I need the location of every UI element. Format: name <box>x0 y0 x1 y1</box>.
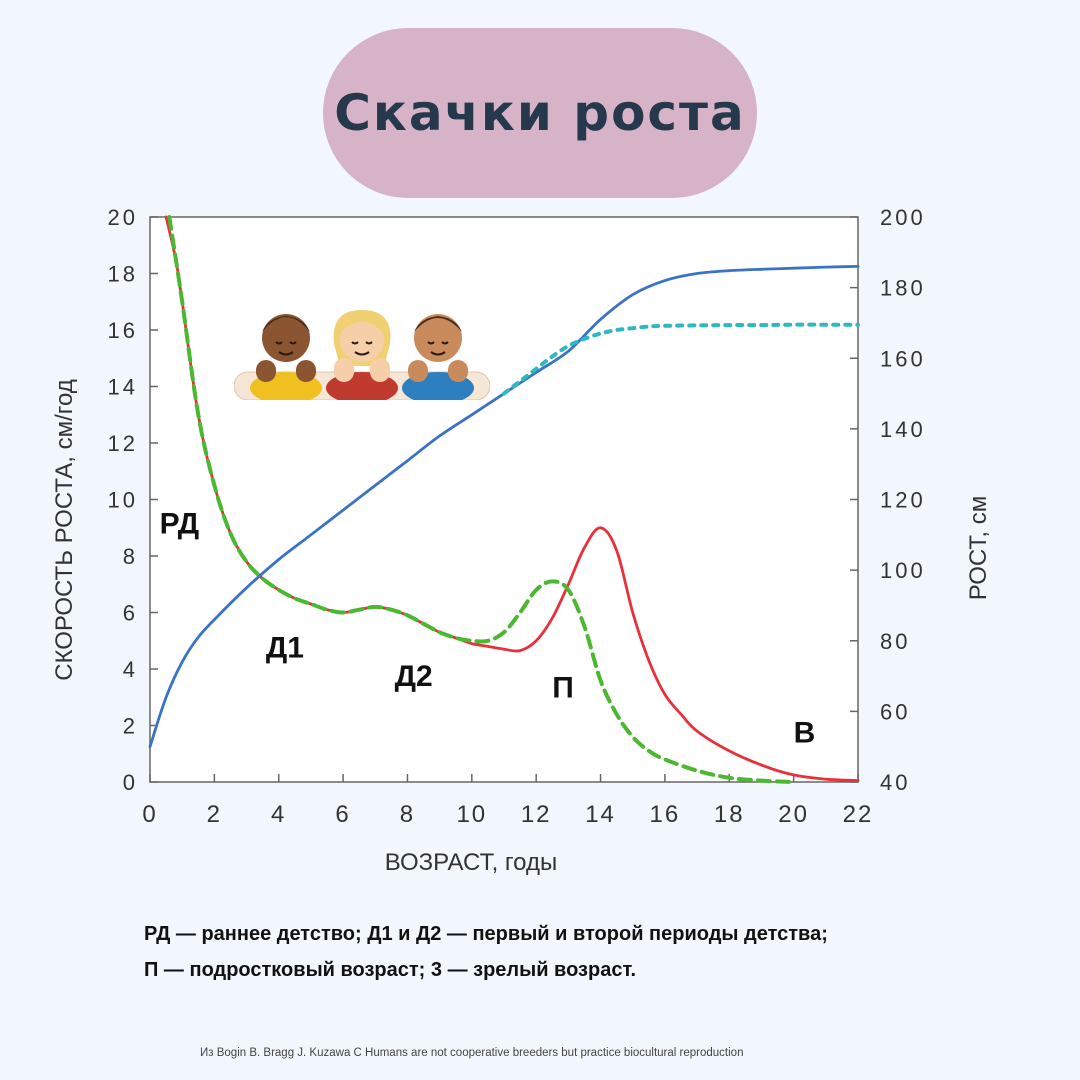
left-tick-label: 14 <box>108 375 138 400</box>
plot-frame <box>149 216 859 783</box>
left-tick-label: 0 <box>123 770 138 795</box>
source-citation: Из Bogin B. Bragg J. Kuzawa C Humans are… <box>200 1047 744 1059</box>
right-tick-label: 160 <box>880 346 926 371</box>
x-tick-label: 8 <box>400 801 415 828</box>
series-layer <box>148 215 860 784</box>
left-tick-label: 20 <box>108 205 138 230</box>
x-tick-label: 6 <box>335 801 350 828</box>
right-tick-label: 40 <box>880 770 910 795</box>
left-axis-label: СКОРОСТЬ РОСТА, см/год <box>51 379 78 681</box>
legend-caption: РД — раннее детство; Д1 и Д2 — первый и … <box>144 916 828 988</box>
caption-line-1: РД — раннее детство; Д1 и Д2 — первый и … <box>144 923 828 945</box>
right-tick-label: 100 <box>880 558 926 583</box>
velocity-line-green-dashed <box>167 215 796 784</box>
period-label: РД <box>160 507 200 540</box>
left-tick-label: 12 <box>108 431 138 456</box>
right-axis-label: РОСТ, см <box>965 496 992 601</box>
height-line-blue <box>148 265 860 749</box>
x-tick-label: 0 <box>142 801 157 828</box>
left-tick-label: 8 <box>123 544 138 569</box>
right-tick-label: 80 <box>880 629 910 654</box>
height-line-teal-dotted <box>502 322 860 396</box>
period-label: П <box>552 671 574 704</box>
right-tick-label: 200 <box>880 205 926 230</box>
x-tick-label: 4 <box>271 801 286 828</box>
left-tick-label: 18 <box>108 262 138 287</box>
plot-area <box>149 216 859 783</box>
period-label: Д2 <box>395 660 433 693</box>
left-axis-ticks: 0 2 4 6 8 10 12 14 16 18 20 <box>108 205 158 795</box>
left-tick-label: 16 <box>108 318 138 343</box>
right-tick-label: 60 <box>880 699 910 724</box>
children-illustration <box>234 310 490 400</box>
period-label: В <box>794 716 816 749</box>
x-tick-label: 22 <box>843 801 874 828</box>
x-axis-ticks: 0 2 4 6 8 10 12 14 16 18 20 22 <box>142 774 874 828</box>
x-tick-label: 14 <box>585 801 616 828</box>
x-tick-label: 10 <box>456 801 487 828</box>
left-tick-label: 10 <box>108 488 138 513</box>
period-label: Д1 <box>266 632 304 665</box>
x-tick-label: 2 <box>207 801 222 828</box>
title-banner: Скачки роста <box>323 28 757 198</box>
x-tick-label: 12 <box>521 801 552 828</box>
page-title: Скачки роста <box>334 84 746 142</box>
caption-line-2: П — подростковый возраст; 3 — зрелый воз… <box>144 959 637 981</box>
left-tick-label: 6 <box>123 601 138 626</box>
x-tick-label: 16 <box>650 801 681 828</box>
x-axis-label: ВОЗРАСТ, годы <box>385 849 557 876</box>
x-tick-label: 20 <box>778 801 809 828</box>
right-axis-ticks: 40 60 80 100 120 140 160 180 200 <box>850 205 926 795</box>
right-tick-label: 140 <box>880 417 926 442</box>
x-tick-label: 18 <box>714 801 745 828</box>
annotation-layer: РД Д1 Д2 П В <box>160 507 816 749</box>
right-tick-label: 120 <box>880 488 926 513</box>
left-tick-label: 2 <box>123 714 138 739</box>
left-tick-label: 4 <box>123 657 138 682</box>
right-tick-label: 180 <box>880 276 926 301</box>
